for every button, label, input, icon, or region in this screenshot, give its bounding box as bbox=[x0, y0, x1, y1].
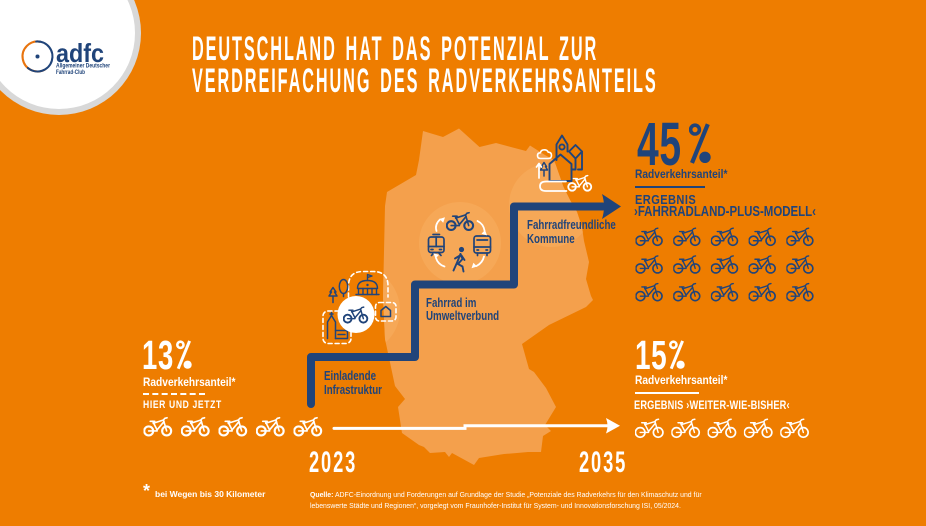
svg-text:adfc: adfc bbox=[56, 38, 104, 68]
svg-text:Fahrrad-Club: Fahrrad-Club bbox=[56, 69, 85, 76]
svg-text:Allgemeiner Deutscher: Allgemeiner Deutscher bbox=[56, 63, 110, 70]
